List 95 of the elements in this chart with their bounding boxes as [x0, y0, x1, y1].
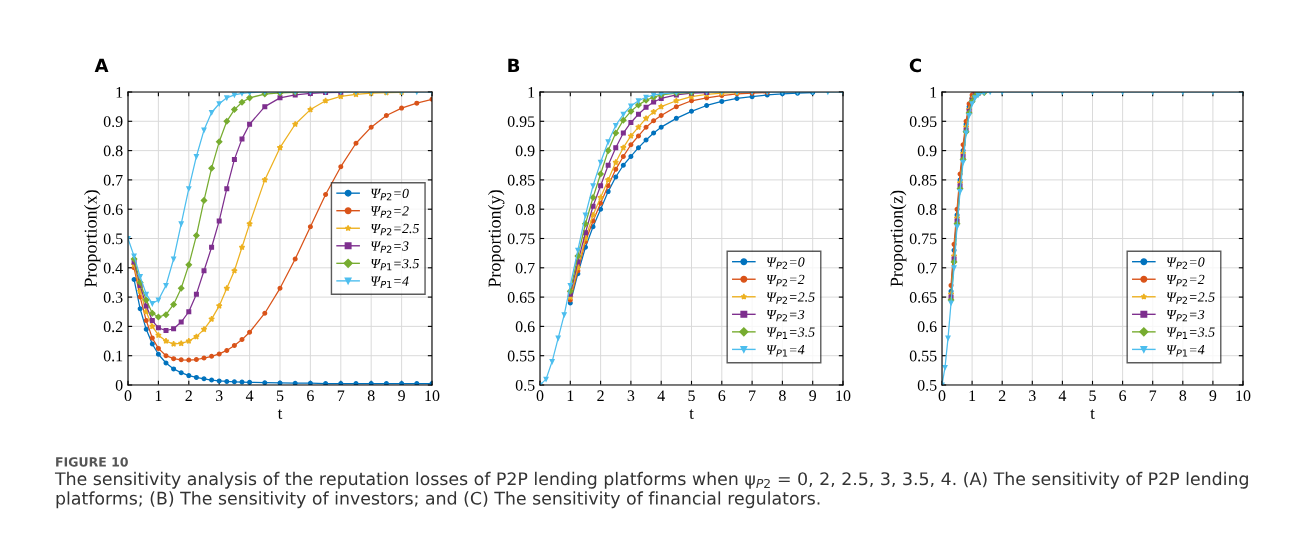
- legend-label: Ψ$_{P1}$=3.5: [371, 258, 419, 271]
- x-tick-label: 3: [627, 390, 635, 402]
- x-axis-title: t: [277, 409, 283, 419]
- legend-label: Ψ$_{P2}$=2: [767, 274, 805, 287]
- x-tick-label: 1: [155, 390, 162, 401]
- legend-label: Ψ$_{P2}$=0: [371, 188, 409, 201]
- legend-label: Ψ$_{P2}$=0: [1167, 257, 1205, 269]
- x-tick-label: 4: [1058, 390, 1067, 401]
- y-tick-label: 0.6: [515, 321, 535, 333]
- y-tick-label: 0.55: [507, 350, 535, 362]
- x-tick-label: 3: [1029, 390, 1036, 402]
- legend-label: Ψ$_{P1}$=4: [371, 276, 409, 288]
- y-tick-label: 0.8: [917, 204, 937, 215]
- y-tick-label: 0.95: [507, 116, 535, 128]
- x-tick-label: 7: [337, 390, 345, 401]
- x-axis-title: t: [1090, 409, 1095, 419]
- x-tick-label: 2: [185, 390, 192, 401]
- y-tick-label: 1: [116, 87, 123, 98]
- x-tick-label: 2: [597, 390, 604, 401]
- y-tick-label: 0.9: [103, 116, 123, 128]
- caption: FIGURE 10: [56, 457, 128, 467]
- chart-title: B: [508, 58, 520, 72]
- y-tick-label: 0.7: [515, 262, 535, 274]
- legend-label: Ψ$_{P2}$=2: [371, 206, 409, 218]
- x-tick-label: 5: [1089, 390, 1096, 402]
- y-axis-title: Proportion(z): [890, 190, 907, 287]
- y-tick-label: 0.8: [515, 204, 535, 215]
- legend-label: Ψ$_{P2}$=2.5: [1167, 292, 1215, 304]
- x-tick-label: 0: [938, 390, 946, 402]
- y-tick-label: 0.95: [909, 116, 937, 128]
- legend-label: Ψ$_{P1}$=3.5: [767, 327, 815, 339]
- x-tick-label: 2: [998, 390, 1006, 401]
- x-tick-label: 3: [215, 390, 223, 402]
- legend-label: Ψ$_{P1}$=4: [767, 345, 805, 357]
- y-tick-label: 0.1: [103, 350, 123, 362]
- x-tick-label: 10: [1236, 390, 1251, 402]
- y-tick-label: 1: [528, 87, 535, 98]
- y-tick-label: 0.4: [103, 262, 123, 274]
- x-tick-label: 4: [657, 390, 665, 401]
- y-tick-label: 0.7: [917, 262, 937, 274]
- y-tick-label: 0.65: [507, 292, 535, 303]
- chart-title: C: [909, 58, 921, 73]
- y-tick-label: 0.6: [103, 204, 123, 215]
- y-tick-label: 0.8: [103, 145, 123, 157]
- x-tick-label: 0: [124, 390, 132, 402]
- y-tick-label: 0.75: [507, 233, 535, 245]
- y-tick-label: 0.7: [103, 174, 123, 186]
- x-tick-label: 5: [688, 390, 695, 402]
- legend-label: Ψ$_{P2}$=2.5: [371, 223, 419, 236]
- y-tick-label: 0.6: [917, 321, 937, 333]
- y-tick-label: 0.75: [909, 233, 937, 245]
- x-tick-label: 0: [536, 390, 544, 402]
- x-tick-label: 10: [836, 390, 851, 402]
- y-tick-label: 0.5: [917, 379, 937, 391]
- y-tick-label: 0.85: [909, 174, 937, 186]
- x-tick-label: 8: [779, 390, 786, 402]
- x-tick-label: 9: [1209, 390, 1217, 402]
- x-tick-label: 6: [1119, 390, 1127, 402]
- legend-label: Ψ$_{P2}$=2: [1167, 274, 1205, 287]
- y-tick-label: 0: [115, 379, 123, 391]
- y-tick-label: 0.3: [103, 292, 123, 303]
- x-axis-title: t: [689, 409, 694, 419]
- legend-label: Ψ$_{P1}$=4: [1167, 345, 1205, 357]
- x-tick-label: 1: [567, 390, 574, 401]
- legend-label: Ψ$_{P2}$=0: [767, 257, 805, 269]
- x-tick-label: 7: [1149, 390, 1157, 401]
- x-tick-label: 1: [969, 390, 976, 401]
- chart-title: A: [94, 58, 109, 72]
- legend-label: Ψ$_{P2}$=3: [1167, 309, 1205, 322]
- x-tick-label: 8: [1179, 390, 1187, 402]
- x-tick-label: 5: [276, 390, 284, 402]
- y-tick-label: 0.5: [515, 379, 535, 391]
- y-tick-label: 0.5: [103, 233, 123, 245]
- y-tick-label: 0.2: [103, 321, 123, 333]
- text: The sensitivity analysis of the reputation losses of P2P lending platforms when ψ$_{P2}$ = 0, 2, 2.5, 3, 3.5, 4. (A) The sensitivity of P2P lending platforms; (B) The sensitivity of investors; and (C) The sensitivity of financial regulators.: [54, 471, 1248, 509]
- legend-label: Ψ$_{P2}$=3: [371, 241, 409, 253]
- y-tick-label: 0.9: [917, 145, 937, 157]
- x-tick-label: 10: [425, 390, 440, 402]
- y-tick-label: 0.65: [909, 292, 937, 303]
- y-tick-label: 0.55: [909, 350, 937, 362]
- y-axis-title: Proportion(x): [84, 190, 101, 288]
- x-tick-label: 6: [718, 390, 726, 402]
- x-tick-label: 9: [809, 390, 817, 402]
- x-tick-label: 6: [307, 390, 314, 402]
- y-tick-label: 0.85: [507, 174, 535, 186]
- y-tick-label: 0.9: [515, 145, 535, 157]
- y-axis-title: Proportion(y): [487, 190, 505, 288]
- legend-label: Ψ$_{P2}$=2.5: [767, 292, 815, 304]
- x-tick-label: 7: [749, 390, 756, 401]
- legend-label: Ψ$_{P2}$=3: [767, 309, 805, 322]
- legend-label: Ψ$_{P1}$=3.5: [1167, 327, 1215, 339]
- y-tick-label: 1: [930, 87, 937, 98]
- x-tick-label: 9: [398, 390, 405, 402]
- x-tick-label: 4: [245, 390, 254, 401]
- x-tick-label: 8: [367, 390, 375, 402]
